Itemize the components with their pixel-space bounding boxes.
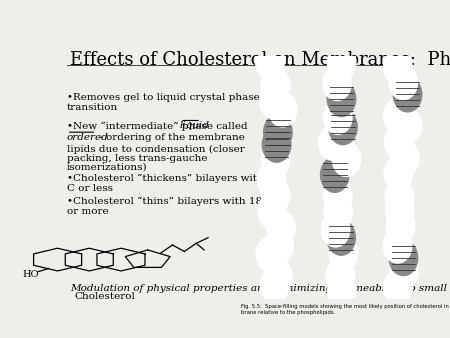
Circle shape (383, 270, 412, 305)
Circle shape (324, 178, 352, 213)
Circle shape (327, 220, 356, 255)
Circle shape (260, 83, 288, 119)
Circle shape (261, 178, 290, 213)
Text: Modulation of physical properties and minimizing permeability to small molecules: Modulation of physical properties and mi… (70, 284, 450, 293)
Text: •New “intermediate” phase called: •New “intermediate” phase called (67, 121, 251, 130)
Circle shape (393, 77, 422, 112)
Text: lipids due to condensation (closer: lipids due to condensation (closer (67, 145, 244, 154)
Text: liquid: liquid (180, 121, 210, 130)
Circle shape (257, 162, 286, 197)
Text: Effects of Cholesterol on Membranes:  Physical Properties: Effects of Cholesterol on Membranes: Phy… (70, 51, 450, 69)
Text: •Cholesterol “thickens” bilayers with 16
C or less: •Cholesterol “thickens” bilayers with 16… (67, 173, 280, 193)
Circle shape (261, 67, 290, 102)
Circle shape (321, 212, 350, 247)
Circle shape (383, 228, 412, 263)
Circle shape (324, 194, 352, 229)
Text: •Cholesterol “thins” bilayers with 18 C
or more: •Cholesterol “thins” bilayers with 18 C … (67, 197, 273, 216)
Circle shape (261, 268, 289, 303)
Circle shape (261, 141, 290, 176)
Circle shape (393, 108, 422, 144)
Circle shape (264, 115, 292, 150)
Circle shape (389, 65, 418, 100)
Circle shape (256, 237, 284, 272)
Text: ordered: ordered (67, 133, 108, 142)
Circle shape (385, 179, 414, 215)
Circle shape (258, 194, 286, 229)
Circle shape (268, 92, 297, 127)
Circle shape (328, 273, 356, 309)
Circle shape (386, 208, 415, 243)
Circle shape (267, 211, 295, 245)
Circle shape (319, 125, 347, 160)
Circle shape (262, 127, 291, 162)
Text: •Removes gel to liquid crystal phase
transition: •Removes gel to liquid crystal phase tra… (67, 93, 260, 112)
Circle shape (265, 228, 293, 263)
Circle shape (384, 124, 413, 160)
Circle shape (332, 142, 361, 176)
Circle shape (390, 254, 418, 289)
Circle shape (391, 141, 419, 176)
Text: isomerizations): isomerizations) (67, 163, 147, 172)
Text: Fig. 5.5.  Space-filling models showing the most likely position of cholesterol : Fig. 5.5. Space-filling models showing t… (241, 304, 450, 315)
Text: HO: HO (22, 270, 38, 280)
Circle shape (384, 156, 413, 191)
Circle shape (383, 49, 412, 84)
Circle shape (320, 157, 349, 192)
Circle shape (389, 241, 418, 275)
Circle shape (327, 81, 356, 117)
Circle shape (385, 193, 414, 228)
Circle shape (329, 236, 358, 271)
Circle shape (324, 99, 352, 135)
Text: packing, less trans-gauche: packing, less trans-gauche (67, 154, 207, 163)
Circle shape (328, 45, 356, 80)
Text: - ordering of the membrane: - ordering of the membrane (96, 133, 245, 142)
Circle shape (264, 259, 292, 294)
Circle shape (383, 98, 412, 134)
Circle shape (323, 66, 351, 100)
Text: Cholesterol: Cholesterol (75, 292, 135, 301)
Circle shape (326, 259, 355, 294)
Circle shape (256, 44, 284, 79)
Circle shape (328, 110, 357, 145)
